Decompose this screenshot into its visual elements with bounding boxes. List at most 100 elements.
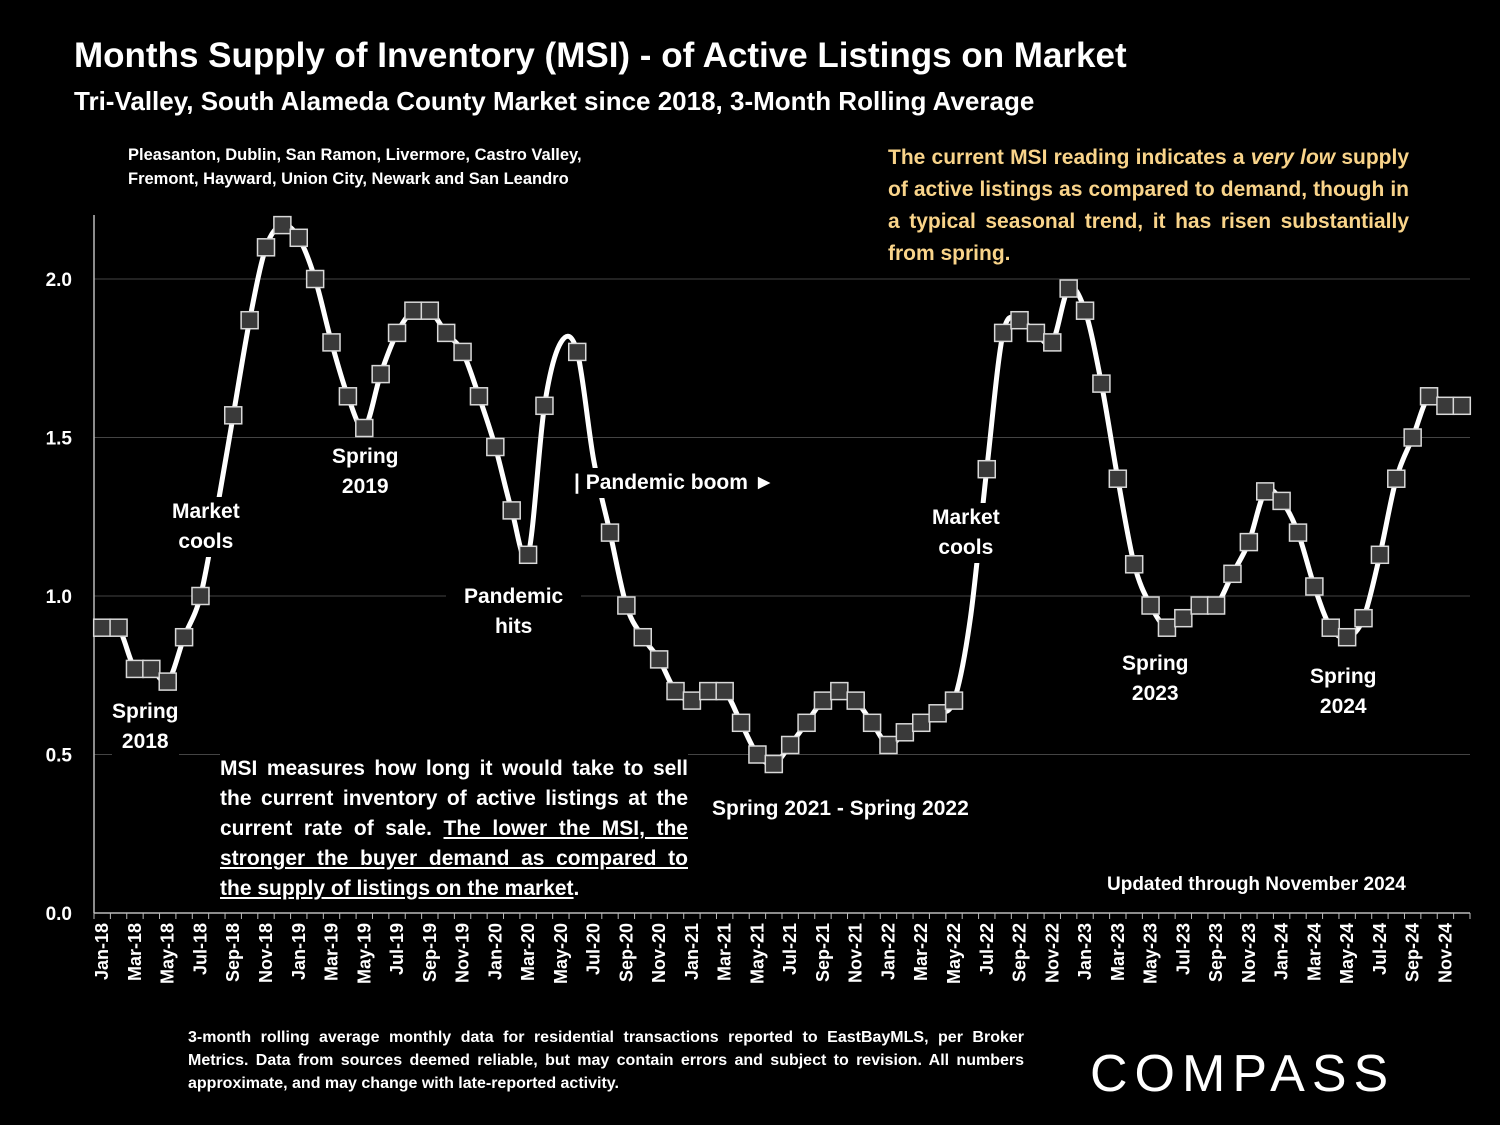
data-point-marker bbox=[338, 387, 358, 406]
data-point-marker bbox=[1321, 618, 1341, 637]
x-tick-label: Mar-22 bbox=[911, 923, 931, 981]
annotation-pandemic-hits: Pandemic hits bbox=[446, 582, 582, 642]
data-point-marker bbox=[502, 501, 521, 520]
data-point-marker bbox=[879, 735, 898, 755]
x-tick-label: Nov-20 bbox=[649, 923, 669, 983]
x-tick-label: Sep-20 bbox=[616, 923, 636, 982]
data-point-marker bbox=[273, 215, 292, 235]
data-point-marker bbox=[486, 437, 505, 457]
data-point-marker bbox=[1190, 596, 1209, 615]
data-point-marker bbox=[436, 323, 456, 343]
data-point-marker bbox=[977, 459, 997, 479]
x-tick-label: May-21 bbox=[747, 923, 767, 984]
data-point-marker bbox=[813, 691, 833, 710]
data-point-marker bbox=[617, 596, 636, 615]
x-tick-label: Jan-22 bbox=[878, 923, 898, 980]
y-tick-label: 1.5 bbox=[46, 429, 73, 450]
x-tick-label: Nov-24 bbox=[1435, 923, 1455, 983]
callout-text-end: supply of active listings as compared to… bbox=[888, 146, 1410, 265]
data-point-marker bbox=[682, 691, 702, 710]
data-point-marker bbox=[109, 618, 128, 637]
data-point-marker bbox=[649, 650, 669, 669]
data-point-marker bbox=[666, 681, 685, 701]
data-point-marker bbox=[911, 713, 931, 733]
data-point-marker bbox=[518, 545, 538, 565]
data-point-marker bbox=[895, 723, 915, 742]
data-point-marker bbox=[1436, 396, 1455, 416]
data-point-marker bbox=[223, 406, 243, 425]
x-tick-label: Jul-18 bbox=[190, 923, 210, 975]
msi-definition-note: MSI measures how long it would take to s… bbox=[220, 754, 688, 904]
y-tick-label: 0.5 bbox=[46, 746, 73, 767]
x-tick-label: Mar-21 bbox=[715, 923, 735, 981]
x-tick-label: Sep-21 bbox=[813, 923, 833, 982]
data-point-marker bbox=[322, 333, 341, 352]
data-point-marker bbox=[944, 691, 964, 710]
callout-text-start: The current MSI reading indicates a bbox=[888, 146, 1251, 169]
x-tick-label: Mar-20 bbox=[518, 923, 538, 981]
msi-callout: The current MSI reading indicates a very… bbox=[888, 142, 1409, 270]
data-point-marker bbox=[453, 342, 472, 362]
data-point-marker bbox=[567, 342, 587, 362]
data-point-marker bbox=[1403, 428, 1422, 447]
x-tick-label: Sep-23 bbox=[1206, 923, 1226, 982]
annotation-spring-2023: Spring 2023 bbox=[1122, 649, 1189, 709]
x-tick-label: Jul-22 bbox=[977, 923, 997, 975]
data-point-marker bbox=[797, 713, 816, 733]
callout-text-italic: very low bbox=[1250, 146, 1336, 169]
annotation-spring-2024-line2: 2024 bbox=[1319, 695, 1367, 718]
x-tick-label: Jul-21 bbox=[780, 923, 800, 975]
note-text-end: . bbox=[573, 877, 580, 900]
data-point-marker bbox=[764, 754, 784, 774]
data-point-marker bbox=[256, 238, 276, 257]
data-point-marker bbox=[535, 396, 554, 416]
annotation-spring-2019-line2: 2019 bbox=[341, 475, 389, 498]
data-point-marker bbox=[305, 269, 325, 289]
x-tick-label: Sep-24 bbox=[1403, 923, 1423, 982]
annotation-spring-2024-line1: Spring bbox=[1310, 665, 1377, 688]
annotation-spring-2018-line1: Spring bbox=[112, 700, 179, 723]
data-point-marker bbox=[1141, 596, 1160, 615]
x-tick-label: Mar-18 bbox=[125, 923, 145, 981]
data-point-marker bbox=[748, 745, 767, 764]
annotation-pandemic-hits-line1: Pandemic bbox=[464, 585, 564, 608]
data-point-marker bbox=[387, 323, 407, 343]
x-tick-label: Nov-23 bbox=[1239, 923, 1259, 983]
data-point-marker bbox=[731, 713, 751, 733]
data-point-marker bbox=[1026, 323, 1046, 343]
updated-through-label: Updated through November 2024 bbox=[1107, 874, 1406, 895]
x-tick-label: Mar-24 bbox=[1304, 923, 1324, 981]
data-point-marker bbox=[780, 735, 800, 755]
annotation-market-cools-2: Market cools bbox=[932, 503, 1000, 563]
annotation-market-cools-2-line1: Market bbox=[932, 506, 1000, 529]
x-tick-label: Nov-18 bbox=[256, 923, 276, 983]
data-point-marker bbox=[1255, 482, 1275, 501]
data-point-marker bbox=[1272, 491, 1291, 511]
source-footnote: 3-month rolling average monthly data for… bbox=[188, 1029, 1024, 1092]
data-point-marker bbox=[158, 672, 177, 691]
x-tick-label: Jan-23 bbox=[1075, 923, 1095, 980]
data-point-marker bbox=[142, 659, 161, 679]
x-tick-label: May-18 bbox=[158, 923, 178, 984]
x-tick-label: Nov-19 bbox=[453, 923, 473, 983]
data-point-marker bbox=[1124, 555, 1144, 574]
annotation-spring-2018: Spring 2018 bbox=[112, 697, 179, 757]
data-point-marker bbox=[355, 418, 374, 438]
x-tick-label: Jan-21 bbox=[682, 923, 702, 980]
data-point-marker bbox=[1108, 469, 1128, 488]
x-tick-label: Jan-24 bbox=[1272, 923, 1292, 980]
annotation-spring-2023-line1: Spring bbox=[1122, 652, 1189, 675]
x-tick-label: May-24 bbox=[1337, 923, 1357, 984]
data-point-marker bbox=[1206, 596, 1226, 615]
data-point-marker bbox=[830, 681, 849, 701]
data-point-marker bbox=[92, 618, 112, 637]
data-point-marker bbox=[1174, 608, 1193, 628]
data-point-marker bbox=[404, 301, 423, 320]
data-point-marker bbox=[1223, 564, 1242, 584]
data-point-marker bbox=[1239, 532, 1259, 552]
x-tick-label: Sep-18 bbox=[223, 923, 243, 982]
data-point-marker bbox=[1452, 396, 1472, 416]
data-point-marker bbox=[928, 704, 947, 723]
x-tick-label: Nov-22 bbox=[1042, 923, 1062, 983]
x-tick-label: Jan-20 bbox=[485, 923, 505, 980]
